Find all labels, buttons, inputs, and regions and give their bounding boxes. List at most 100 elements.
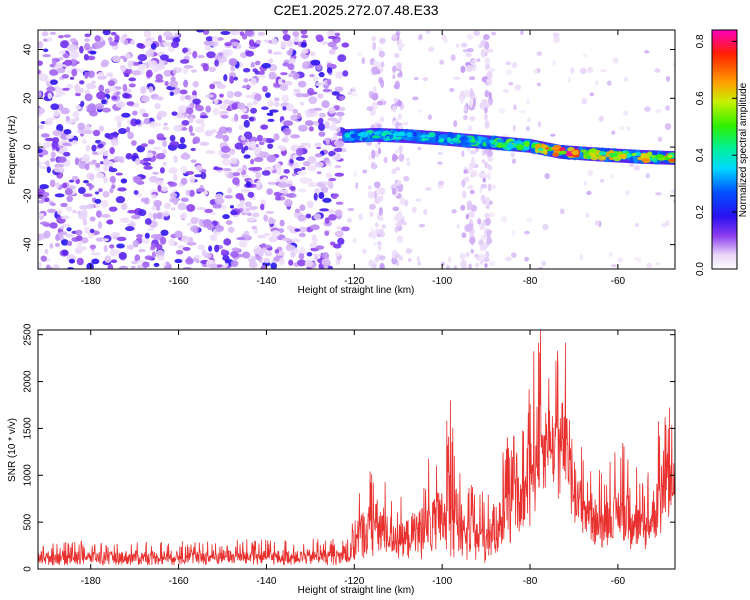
spectrogram-cell — [68, 179, 75, 183]
spectrogram-cell — [108, 166, 114, 171]
spectrogram-cell — [193, 255, 202, 259]
spectrogram-cell — [134, 158, 140, 166]
spectrogram-cell — [173, 241, 178, 246]
spectrogram-cell — [168, 182, 178, 187]
spectrogram-cell — [110, 232, 120, 239]
spectrogram-cell — [95, 172, 104, 179]
spectrogram-cell — [89, 110, 98, 117]
spectrogram-cell — [82, 193, 93, 198]
spectrogram-cell — [449, 88, 455, 93]
spectrogram-cell — [127, 68, 133, 74]
spectrogram-cell — [201, 249, 207, 257]
spectrogram-cell — [177, 245, 186, 249]
spectrogram-cell — [327, 209, 335, 214]
spectrogram-cell — [526, 217, 533, 223]
spectrogram-cell — [177, 111, 183, 115]
snr-y-tick-label: 1000 — [23, 464, 34, 487]
spectrogram-cell — [233, 91, 243, 97]
spectrogram-cell — [149, 121, 156, 128]
spectrogram-cell — [248, 167, 258, 171]
spectrogram-cell — [38, 148, 43, 154]
spectrogram-cell — [246, 102, 253, 108]
spectrogram-cell — [190, 159, 197, 164]
snr-y-tick-label: 500 — [23, 513, 34, 530]
spectrogram-cell — [272, 51, 283, 55]
spectrogram-cell — [62, 182, 68, 189]
spectrogram-cell — [392, 155, 399, 161]
spectrogram-cell — [418, 34, 423, 40]
spectrogram-cell — [326, 67, 333, 74]
spectrogram-cell — [189, 95, 198, 100]
spectrogram-cell — [470, 249, 474, 254]
spectrogram-cell — [479, 102, 487, 109]
spectrogram-cell — [377, 47, 383, 52]
spectrogram-y-axis: -40 -20 0 20 40 — [23, 44, 675, 252]
spectrogram-y-label: Frequency (Hz) — [7, 116, 18, 185]
spectrogram-cell — [472, 98, 477, 107]
spectrogram-cell — [142, 162, 152, 166]
spectrogram-cell — [304, 120, 314, 127]
spectrogram-cell — [465, 252, 470, 258]
spectrogram-cell — [205, 150, 216, 154]
spectrogram-cell — [200, 123, 206, 128]
spectrogram-cell — [492, 184, 497, 190]
spectrogram-cell — [60, 40, 69, 49]
snr-series-line — [38, 330, 675, 566]
spectrogram-cell — [220, 153, 231, 159]
spectrogram-cell — [143, 40, 154, 47]
spectrogram-cell — [210, 211, 217, 216]
spectrogram-cell — [126, 244, 134, 250]
spectrogram-cell — [63, 34, 71, 38]
spectrogram-cell — [466, 65, 473, 73]
spectrogram-cell — [98, 125, 105, 132]
spectrogram-cell — [180, 165, 188, 174]
spectrogram-cell — [169, 141, 180, 147]
spectrogram-cell — [220, 114, 229, 119]
spectrogram-cell — [377, 147, 382, 155]
spectrogram-cell — [407, 258, 412, 263]
spectrogram-cell — [507, 143, 514, 149]
spectrogram-cell — [240, 188, 251, 193]
spectrogram-cell — [460, 204, 466, 211]
spectrogram-cell — [180, 197, 189, 202]
spectrogram-cell — [132, 239, 139, 248]
spectrogram-cell — [228, 58, 238, 66]
spectrogram-cell — [298, 252, 305, 260]
spectrogram-cell — [150, 42, 157, 50]
spectrogram-cell — [65, 115, 70, 122]
spectrogram-cell — [103, 158, 110, 166]
spectrogram-cell — [212, 81, 223, 85]
spectrogram-cell — [127, 209, 137, 214]
spectrogram-cell — [583, 181, 588, 186]
spectrogram-cell — [315, 34, 323, 41]
spectrogram-cell — [124, 73, 130, 78]
spectrogram-cell — [176, 113, 184, 119]
spectrogram-cell — [460, 259, 467, 269]
spectrogram-cell — [519, 109, 526, 114]
spectrogram-cell — [229, 205, 235, 209]
spectrogram-cell — [484, 41, 490, 51]
spectrogram-cell — [98, 84, 105, 93]
snr-line — [38, 330, 675, 566]
spectrogram-cell — [626, 153, 632, 159]
spectrogram-cell — [175, 249, 184, 255]
spectrogram-cell — [179, 136, 186, 144]
spectrogram-cell — [161, 140, 168, 148]
spectrogram-cell — [283, 169, 290, 174]
spectrogram-cell — [646, 262, 652, 269]
spectrogram-cell — [104, 132, 111, 139]
spectrogram-cell — [87, 70, 95, 79]
spectrogram-cell — [84, 163, 90, 171]
spectrogram-cell — [95, 202, 101, 208]
spectrogram-cell — [524, 256, 530, 262]
spectrogram-cell — [153, 262, 160, 268]
snr-y-tick-label: 2500 — [23, 323, 34, 346]
spectrogram-cell — [57, 156, 67, 163]
spectrogram-cell — [267, 49, 273, 54]
spectrogram-cell — [243, 154, 251, 159]
spectrogram-cell — [402, 121, 409, 126]
spectrogram-cell — [283, 127, 292, 136]
spectrogram-cell — [369, 203, 376, 210]
spectrogram-cell — [503, 141, 509, 148]
spectrogram-cell — [116, 236, 127, 242]
